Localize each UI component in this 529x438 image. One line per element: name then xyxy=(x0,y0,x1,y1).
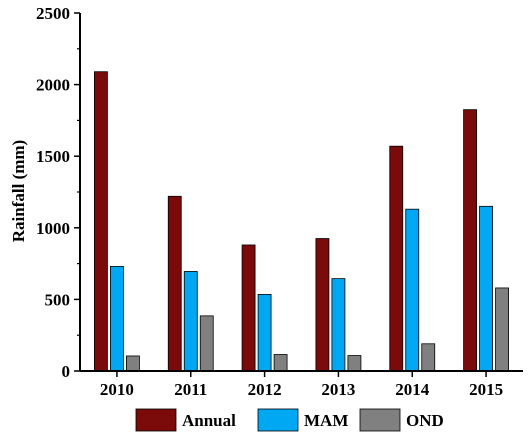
x-tick-label: 2015 xyxy=(469,380,503,399)
bar-ond-2010 xyxy=(126,355,140,372)
bar-mam-2012 xyxy=(257,293,272,372)
bar-annual-2014 xyxy=(389,145,404,372)
bar-mam-2010 xyxy=(110,266,124,372)
bar-annual-2012 xyxy=(241,244,256,372)
y-tick-label: 1000 xyxy=(36,219,70,238)
bar-mam-2014 xyxy=(405,208,420,372)
bar-annual-2013 xyxy=(315,238,330,372)
x-axis-ticks: 2010 2011 2012 2013 2014 2015 xyxy=(100,371,503,399)
y-tick-label: 500 xyxy=(45,290,71,309)
x-tick-label: 2013 xyxy=(321,380,355,399)
x-tick-label: 2012 xyxy=(248,380,282,399)
x-tick-label: 2010 xyxy=(100,380,134,399)
legend: Annual MAM OND xyxy=(135,408,444,432)
y-axis-ticks: 0 500 1000 1500 2000 2500 xyxy=(36,4,80,381)
legend-swatch-mam xyxy=(257,408,299,432)
legend-label-mam: MAM xyxy=(304,411,348,430)
bar-annual-2011 xyxy=(167,195,182,372)
legend-swatch-ond xyxy=(359,408,401,432)
bar-annual-2015 xyxy=(463,109,477,372)
y-tick-label: 2500 xyxy=(36,4,70,23)
x-tick-label: 2014 xyxy=(395,380,430,399)
y-tick-label: 2000 xyxy=(36,76,70,95)
legend-label-ond: OND xyxy=(406,411,444,430)
bar-ond-2012 xyxy=(273,354,288,372)
y-tick-label: 0 xyxy=(62,362,71,381)
bar-mam-2011 xyxy=(183,271,198,372)
y-tick-label: 1500 xyxy=(36,147,70,166)
legend-swatch-annual xyxy=(135,408,177,432)
bar-mam-2013 xyxy=(331,278,346,372)
legend-label-annual: Annual xyxy=(182,411,236,430)
x-tick-label: 2011 xyxy=(174,380,207,399)
bar-ond-2014 xyxy=(421,343,436,372)
bar-annual-2010 xyxy=(94,71,108,372)
bars xyxy=(94,71,509,372)
bar-mam-2015 xyxy=(479,205,493,372)
bar-ond-2013 xyxy=(347,355,362,372)
axes xyxy=(79,13,523,372)
y-axis-label: Rainfall (mm) xyxy=(9,140,28,242)
bar-ond-2011 xyxy=(199,315,214,372)
bar-ond-2015 xyxy=(495,287,509,372)
